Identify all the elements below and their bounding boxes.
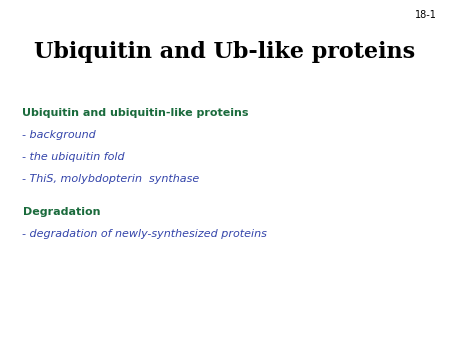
Text: Ubiquitin and Ub-like proteins: Ubiquitin and Ub-like proteins — [35, 41, 415, 63]
Text: Ubiquitin and ubiquitin-like proteins: Ubiquitin and ubiquitin-like proteins — [22, 108, 249, 118]
Text: 18-1: 18-1 — [414, 10, 436, 20]
Text: - degradation of newly-synthesized proteins: - degradation of newly-synthesized prote… — [22, 229, 267, 239]
Text: Degradation: Degradation — [22, 207, 100, 217]
Text: - ThiS, molybdopterin  synthase: - ThiS, molybdopterin synthase — [22, 174, 200, 184]
Text: - the ubiquitin fold: - the ubiquitin fold — [22, 152, 125, 162]
Text: - background: - background — [22, 130, 96, 140]
